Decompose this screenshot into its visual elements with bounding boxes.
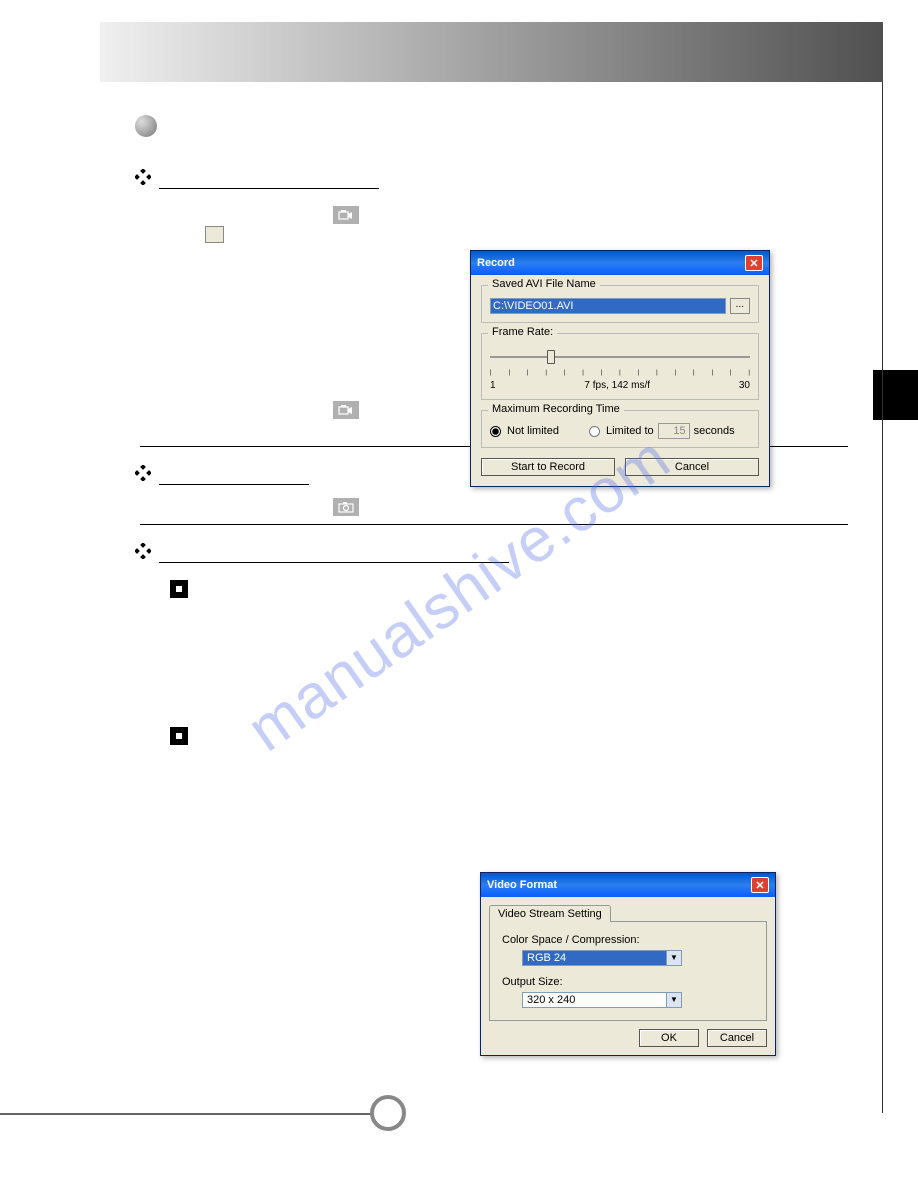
start-record-button[interactable]: Start to Record — [481, 458, 615, 476]
record-dialog-title: Record — [477, 257, 515, 269]
record-dialog: Record ✕ Saved AVI File Name ... Frame R… — [470, 250, 770, 487]
section1-body: Lorem ipsum dolor sit amet ab cd ... ef … — [170, 204, 460, 438]
close-icon[interactable]: ✕ — [745, 255, 763, 271]
camera-icon — [333, 498, 359, 516]
section2-body: Lorem ipsum dolor sit amet consectetur a… — [170, 496, 848, 516]
vf-ok-button[interactable]: OK — [639, 1029, 699, 1047]
record-icon — [333, 206, 359, 224]
record-dialog-titlebar[interactable]: Record ✕ — [471, 251, 769, 275]
sphere-bullet-icon — [135, 115, 157, 137]
frame-cur: 7 fps, 142 ms/f — [584, 380, 650, 391]
section2-title — [159, 463, 309, 485]
footer-circle-icon — [370, 1095, 406, 1131]
os-value: 320 x 240 — [523, 993, 666, 1007]
chevron-down-icon-2[interactable]: ▼ — [666, 993, 681, 1007]
frame-max: 30 — [739, 380, 750, 391]
vf-tab[interactable]: Video Stream Setting — [489, 905, 611, 922]
not-limited-radio-input[interactable] — [490, 426, 501, 437]
diamond-bullet-icon-2 — [135, 465, 151, 486]
section3a-body: Lorem ipsum dolor sit amet, consectetur … — [198, 578, 528, 695]
file-group-label: Saved AVI File Name — [488, 278, 600, 290]
vf-cancel-button[interactable]: Cancel — [707, 1029, 767, 1047]
vf-titlebar[interactable]: Video Format ✕ — [481, 873, 775, 897]
diamond-bullet-icon-3 — [135, 543, 151, 564]
file-path-input[interactable] — [490, 298, 726, 314]
color-space-combo[interactable]: RGB 24 ▼ — [522, 950, 682, 966]
frame-min: 1 — [490, 380, 496, 391]
not-limited-radio[interactable]: Not limited — [490, 425, 559, 437]
close-icon-2[interactable]: ✕ — [751, 877, 769, 893]
square-bullet-2 — [170, 727, 188, 745]
limited-to-radio[interactable]: Limited to seconds — [589, 423, 735, 439]
output-size-combo[interactable]: 320 x 240 ▼ — [522, 992, 682, 1008]
record-cancel-button[interactable]: Cancel — [625, 458, 759, 476]
video-format-dialog: Video Format ✕ Video Stream Setting Colo… — [480, 872, 776, 1056]
frame-rate-slider[interactable] — [490, 348, 750, 368]
slider-thumb[interactable] — [547, 350, 555, 364]
diamond-bullet-icon — [135, 169, 151, 190]
divider-2 — [140, 524, 848, 525]
limited-to-radio-input[interactable] — [589, 426, 600, 437]
square-bullet-1 — [170, 580, 188, 598]
frame-rate-label: Frame Rate: — [488, 326, 557, 338]
os-label: Output Size: — [502, 976, 754, 988]
side-black-tab — [873, 370, 918, 420]
footer-line — [0, 1113, 376, 1115]
max-time-label: Maximum Recording Time — [488, 403, 624, 415]
section3b-body: Lorem ipsum dolor sit amet, consect. Lor… — [198, 725, 478, 862]
section3-title — [159, 541, 509, 563]
vf-title: Video Format — [487, 879, 557, 891]
section1-title — [159, 167, 379, 189]
cs-value: RGB 24 — [523, 951, 666, 965]
browse-button[interactable]: ... — [730, 298, 750, 314]
cs-label: Color Space / Compression: — [502, 934, 754, 946]
browse-btn-small[interactable]: ... — [205, 226, 223, 243]
record-icon-2 — [333, 401, 359, 419]
chevron-down-icon[interactable]: ▼ — [666, 951, 681, 965]
limited-seconds-input — [658, 423, 690, 439]
right-border-line — [882, 82, 884, 1113]
header-gradient — [100, 22, 883, 82]
vf-tab-panel: Color Space / Compression: RGB 24 ▼ Outp… — [489, 921, 767, 1021]
